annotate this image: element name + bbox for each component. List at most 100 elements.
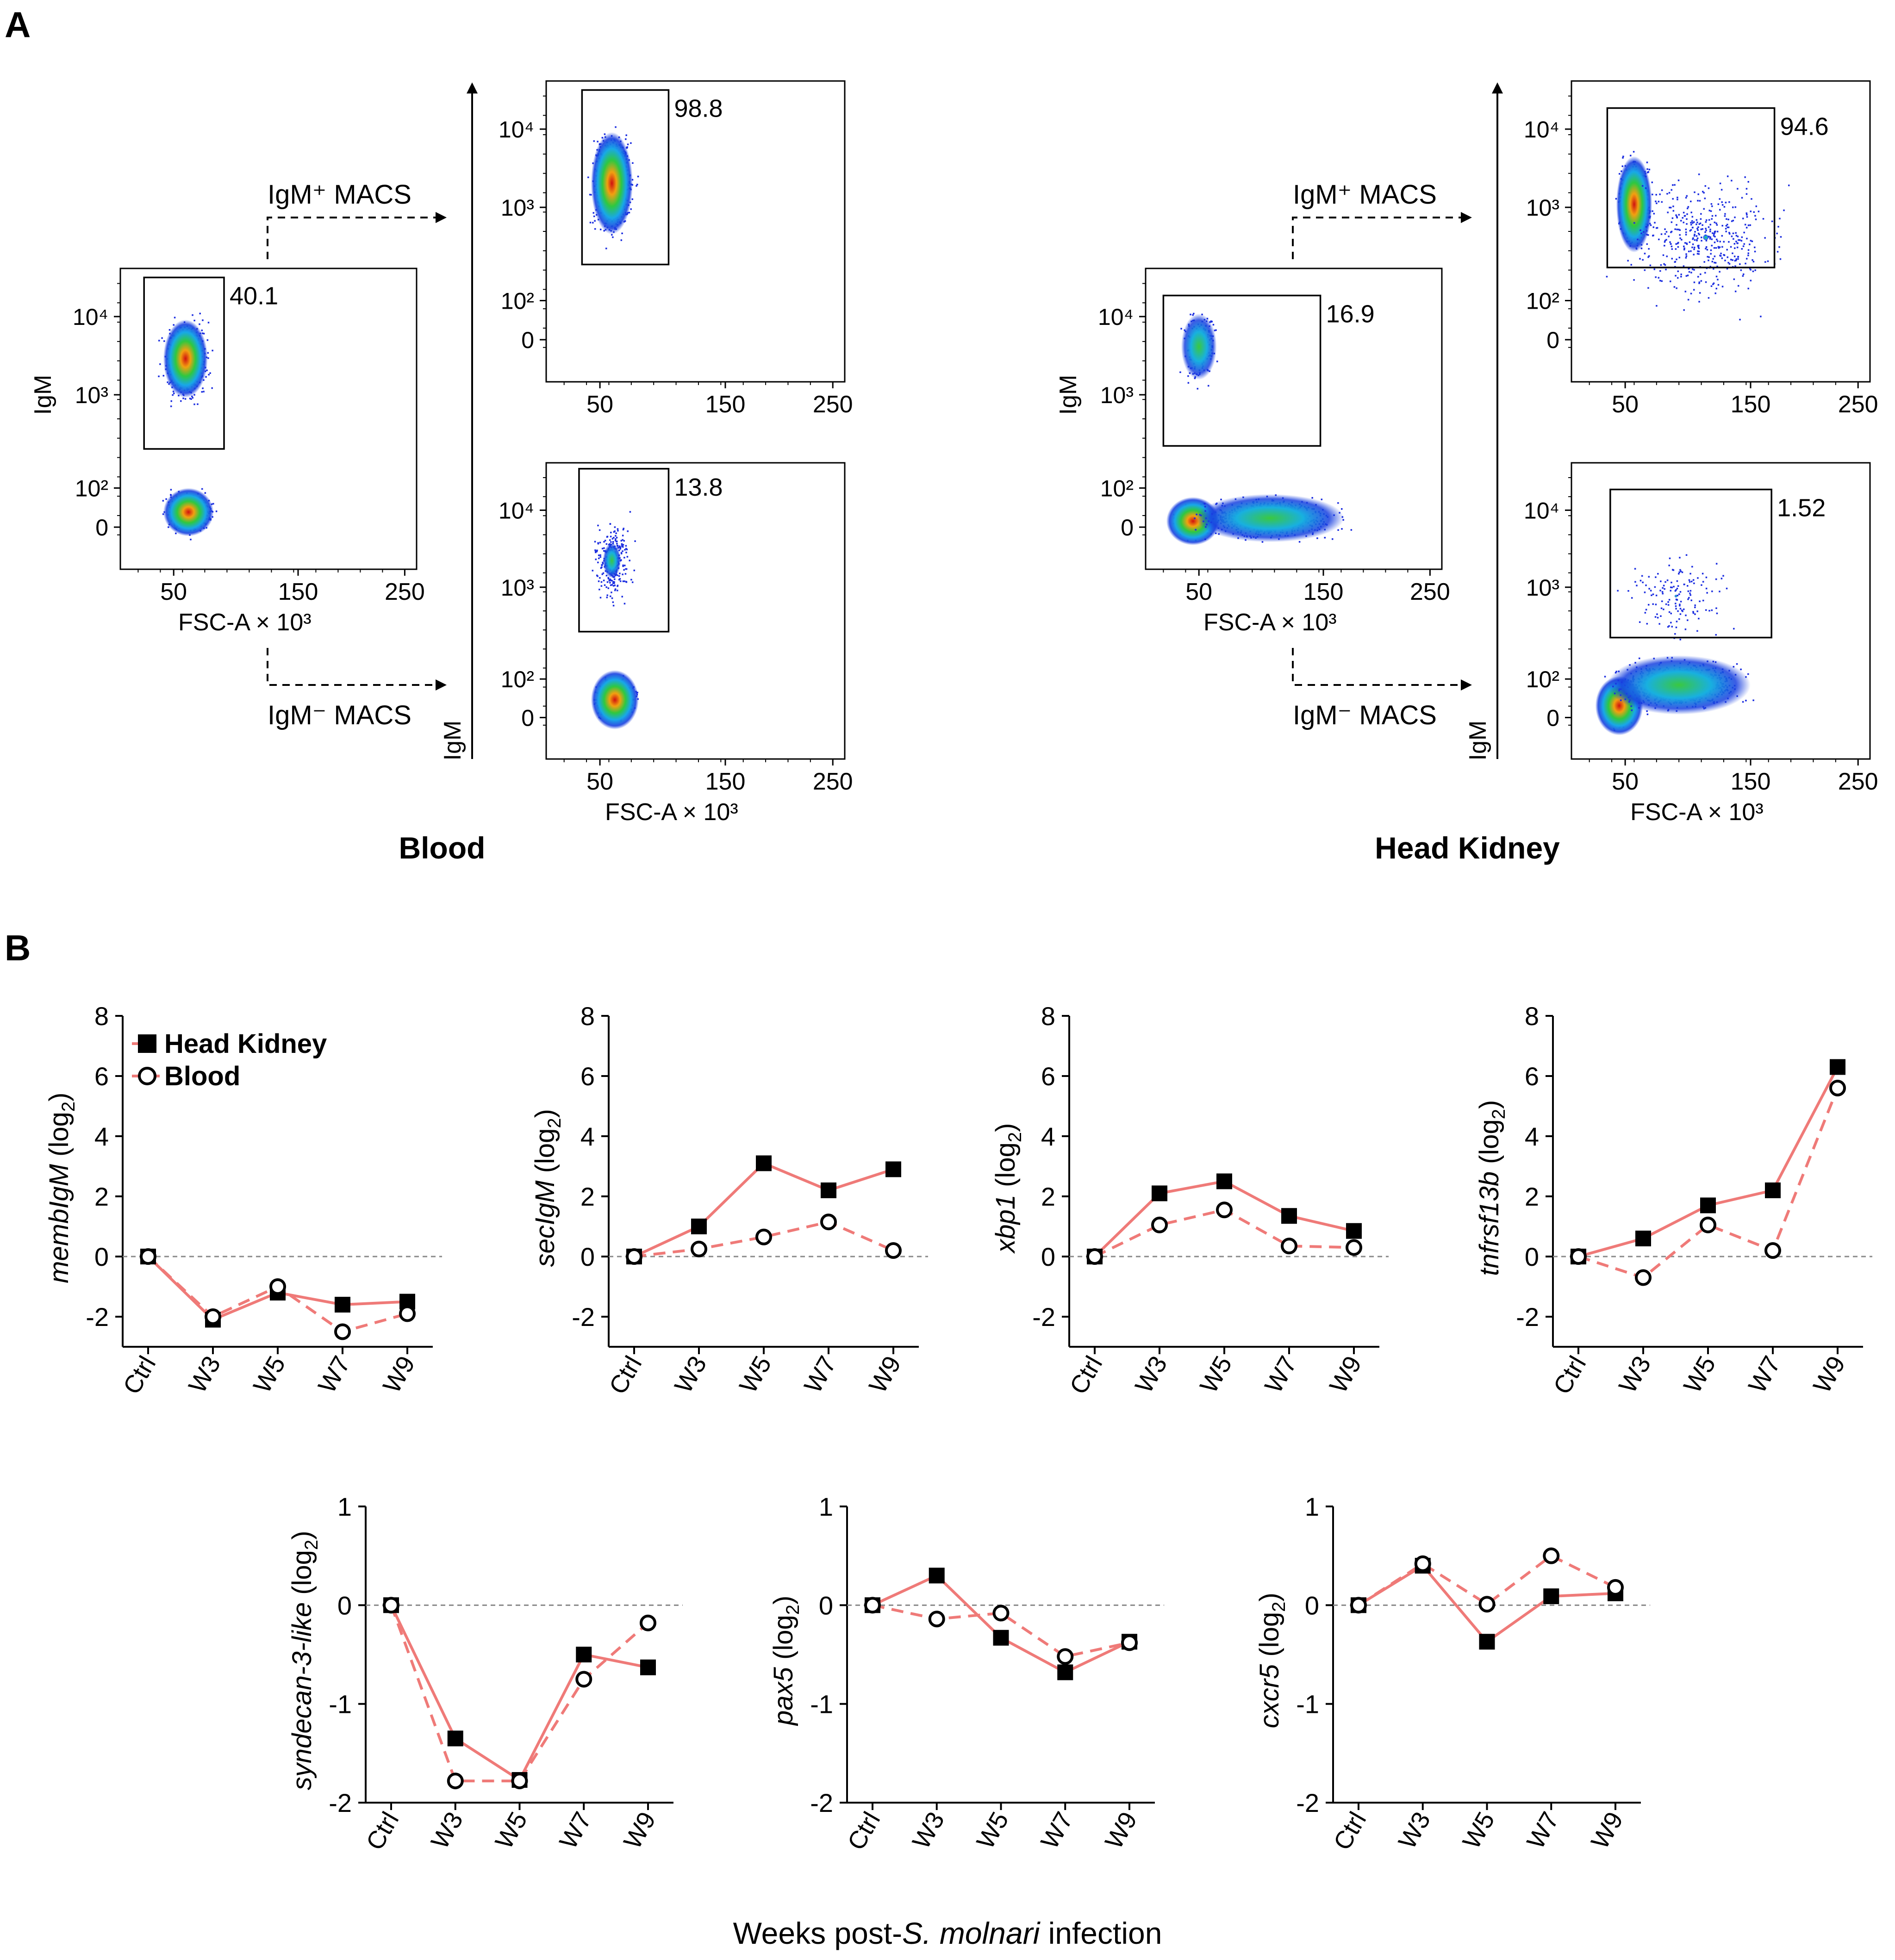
- event-dot: [1714, 241, 1716, 243]
- event-dot: [1685, 257, 1687, 259]
- event-dot: [1734, 216, 1736, 218]
- events: [1606, 151, 1790, 321]
- x-tick-label: 250: [813, 391, 853, 418]
- event-dot: [622, 539, 623, 541]
- event-dot: [1728, 241, 1730, 243]
- density-blob: [1702, 234, 1709, 241]
- y-tick-label: 0: [1121, 515, 1134, 541]
- event-dot: [1737, 256, 1739, 258]
- event-dot: [623, 528, 625, 529]
- event-dot: [1735, 241, 1737, 243]
- event-dot: [1690, 250, 1692, 252]
- event-dot: [201, 391, 203, 393]
- event-dot: [1675, 243, 1677, 245]
- event-dot: [590, 194, 592, 196]
- event-dot: [1733, 255, 1736, 257]
- event-dot: [620, 239, 623, 241]
- gate-box: [1162, 294, 1322, 447]
- event-dot: [624, 565, 626, 566]
- event-dot: [1664, 233, 1666, 235]
- event-dot: [1716, 238, 1718, 241]
- event-dot: [1676, 287, 1677, 289]
- event-dot: [1746, 214, 1748, 216]
- event-dot: [1723, 254, 1726, 256]
- event-dot: [1690, 229, 1692, 231]
- event-dot: [1708, 219, 1710, 221]
- event-dot: [1751, 240, 1753, 243]
- event-dot: [207, 352, 209, 354]
- event-dot: [621, 543, 623, 545]
- event-dot: [1705, 281, 1707, 283]
- event-dot: [1736, 246, 1739, 249]
- event-dot: [603, 541, 605, 543]
- event-dot: [1193, 312, 1195, 315]
- density-blob: [591, 670, 639, 729]
- event-dot: [163, 340, 165, 342]
- event-dot: [610, 595, 611, 597]
- event-dot: [1682, 217, 1683, 219]
- event-dot: [616, 542, 618, 545]
- event-dot: [1664, 228, 1666, 230]
- event-dot: [1693, 281, 1696, 283]
- event-dot: [158, 375, 160, 377]
- event-dot: [617, 545, 619, 547]
- event-dot: [611, 597, 613, 599]
- event-dot: [1699, 292, 1701, 294]
- event-dot: [1734, 206, 1737, 208]
- y-tick-label: 10⁴: [499, 117, 534, 143]
- event-dot: [1671, 217, 1674, 219]
- event-dot: [1704, 231, 1706, 233]
- event-dot: [1685, 197, 1687, 199]
- event-dot: [617, 585, 618, 587]
- event-dot: [616, 536, 618, 539]
- events: [1166, 312, 1353, 545]
- event-dot: [1741, 236, 1743, 238]
- plot-frame: [119, 268, 418, 570]
- event-dot: [1724, 260, 1726, 261]
- event-dot: [1664, 264, 1666, 266]
- event-dot: [607, 578, 610, 580]
- event-dot: [201, 488, 203, 490]
- event-dot: [211, 387, 213, 389]
- event-dot: [208, 373, 210, 376]
- event-dot: [1726, 249, 1728, 251]
- event-dot: [609, 582, 611, 584]
- event-dot: [623, 569, 625, 571]
- x-axis-label: FSC-A × 10³: [605, 799, 738, 826]
- event-dot: [1693, 269, 1695, 271]
- event-dot: [1703, 261, 1705, 263]
- event-dot: [1764, 237, 1766, 239]
- event-dot: [1747, 287, 1749, 290]
- event-dot: [1739, 239, 1741, 241]
- event-dot: [605, 248, 607, 249]
- vertical-igm-label: IgM: [439, 721, 466, 761]
- event-dot: [1747, 224, 1750, 226]
- event-dot: [1713, 268, 1714, 270]
- event-dot: [619, 546, 622, 548]
- event-dot: [603, 547, 605, 549]
- event-dot: [627, 143, 629, 145]
- event-dot: [1713, 282, 1715, 284]
- event-dot: [1721, 201, 1723, 203]
- event-dot: [605, 586, 607, 588]
- event-dot: [170, 405, 172, 407]
- event-dot: [1742, 273, 1745, 275]
- event-dot: [1712, 283, 1714, 285]
- event-dot: [604, 584, 606, 586]
- event-dot: [1669, 241, 1671, 243]
- event-dot: [620, 552, 623, 554]
- event-dot: [1747, 181, 1749, 183]
- event-dot: [1683, 249, 1685, 251]
- event-dot: [1719, 241, 1721, 243]
- event-dot: [1692, 268, 1694, 270]
- event-dot: [1721, 286, 1724, 287]
- event-dot: [1652, 234, 1654, 236]
- event-dot: [162, 500, 164, 502]
- event-dot: [1734, 290, 1737, 292]
- event-dot: [1694, 231, 1696, 233]
- event-dot: [1726, 268, 1728, 270]
- event-dot: [1697, 250, 1699, 252]
- event-dot: [1690, 212, 1692, 213]
- event-dot: [622, 535, 624, 536]
